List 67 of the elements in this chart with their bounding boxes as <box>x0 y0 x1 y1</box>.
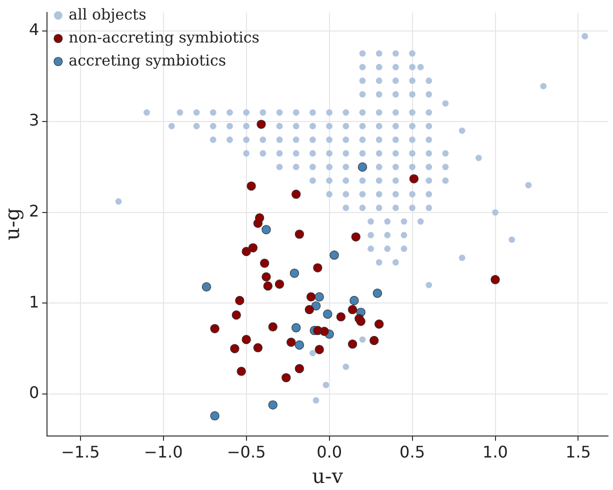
point <box>314 344 324 354</box>
point <box>286 338 296 347</box>
point <box>304 304 314 314</box>
point <box>242 334 251 344</box>
legend-label: accreting symbiotics <box>68 51 226 70</box>
point <box>262 225 271 234</box>
point <box>409 174 419 184</box>
point <box>236 366 246 376</box>
x-tick-label: −1.5 <box>60 442 100 462</box>
point <box>294 340 304 350</box>
point <box>490 275 500 284</box>
point <box>348 304 358 314</box>
point <box>350 296 359 306</box>
point <box>313 263 322 272</box>
point <box>263 281 272 291</box>
point <box>356 316 366 326</box>
point <box>242 246 251 256</box>
legend-label: non-accreting symbiotics <box>68 28 260 46</box>
x-tick-label: 0.5 <box>400 442 425 462</box>
y-tick-label: 3 <box>28 110 40 130</box>
point <box>290 268 300 278</box>
y-tick-label: 4 <box>28 20 40 39</box>
point <box>210 324 220 334</box>
point <box>358 162 368 172</box>
point <box>292 323 301 332</box>
y-tick-label: 1 <box>28 292 40 312</box>
point <box>235 296 244 306</box>
point <box>260 258 270 268</box>
point <box>372 288 382 298</box>
point <box>292 190 301 199</box>
point <box>246 181 256 191</box>
point <box>348 339 358 349</box>
point <box>268 400 278 410</box>
point <box>256 120 266 129</box>
point <box>314 292 324 302</box>
point <box>351 232 360 242</box>
point <box>262 272 271 282</box>
point <box>248 243 258 252</box>
point <box>306 292 316 302</box>
point <box>311 301 321 311</box>
y-tick-label: 0 <box>28 383 40 402</box>
x-tick-label: −0.5 <box>226 442 266 462</box>
point <box>274 280 284 289</box>
point <box>374 319 384 329</box>
point <box>253 343 263 352</box>
point <box>323 310 332 319</box>
point <box>330 250 339 260</box>
x-axis-title: u-v <box>312 464 344 488</box>
point <box>370 336 379 346</box>
y-axis-title: u-g <box>0 208 24 240</box>
point <box>294 364 304 374</box>
point <box>320 326 329 336</box>
point <box>210 411 220 420</box>
y-tick-label: 2 <box>28 202 40 221</box>
x-tick-label: 1.0 <box>482 442 508 462</box>
x-tick-label: 1.5 <box>566 442 591 462</box>
point <box>282 373 291 382</box>
point <box>230 344 240 354</box>
x-tick-label: 0.0 <box>316 442 342 462</box>
point <box>253 218 263 228</box>
legend-label: all objects <box>68 5 146 24</box>
point <box>268 322 278 332</box>
point <box>232 310 241 320</box>
point <box>336 312 346 322</box>
point <box>202 282 212 292</box>
x-tick-label: −1.0 <box>144 442 183 462</box>
point <box>294 230 304 239</box>
